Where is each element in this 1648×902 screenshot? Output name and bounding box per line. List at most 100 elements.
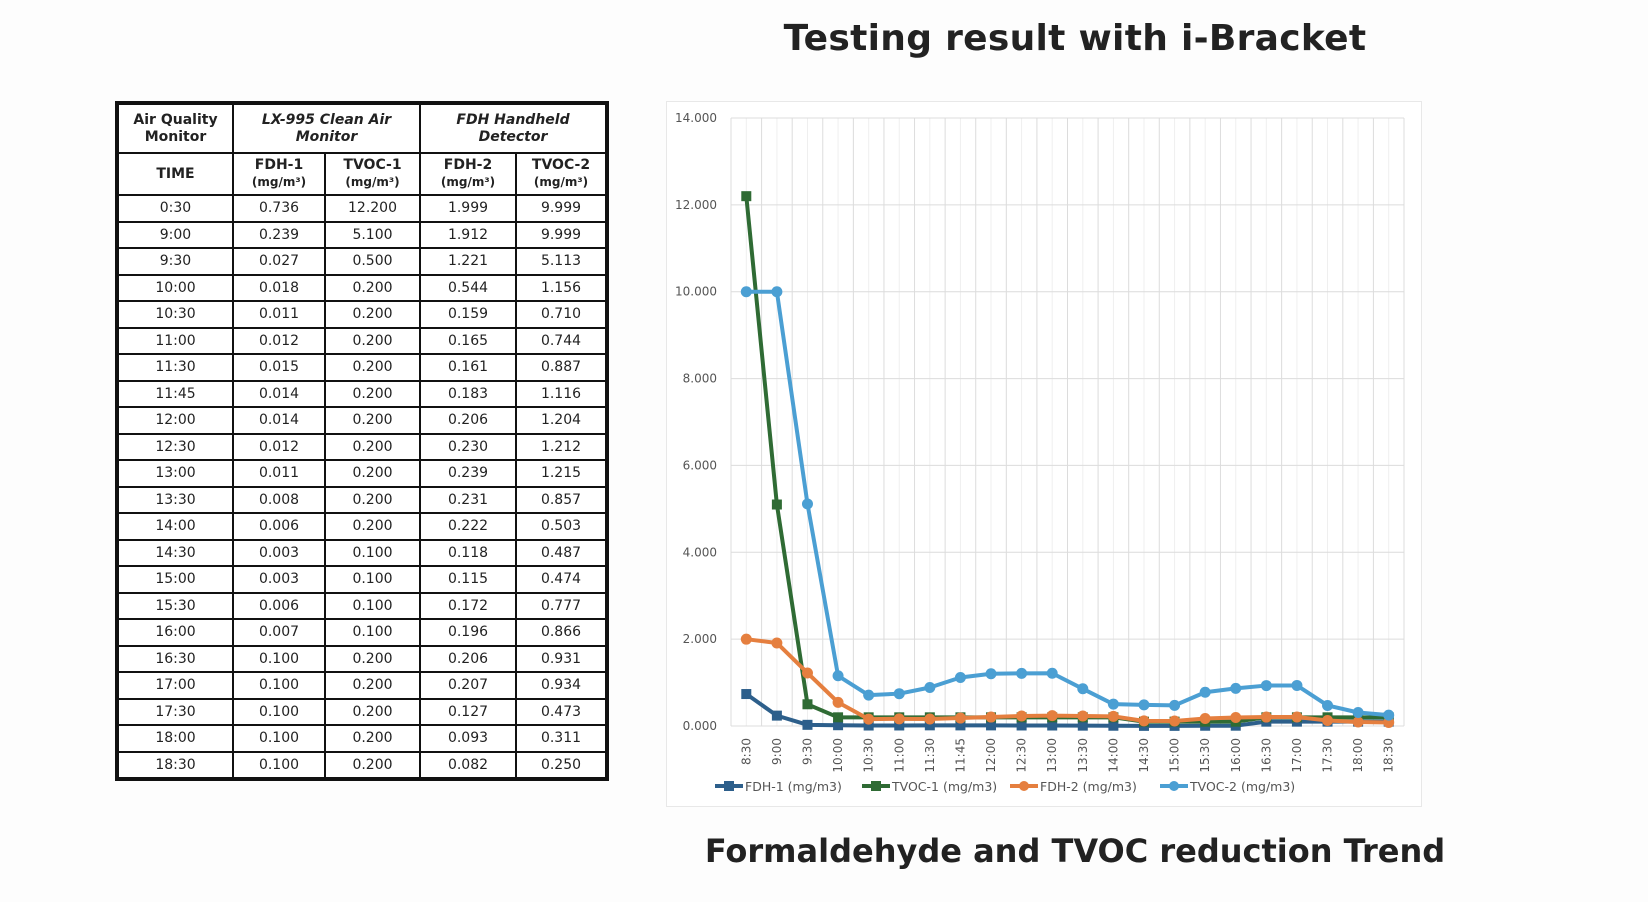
x-tick-label: 12:00 (984, 738, 998, 773)
x-tick-label: 14:00 (1106, 738, 1120, 773)
cell-tvoc2: 1.116 (515, 379, 608, 408)
x-tick-label: 15:00 (1168, 738, 1182, 773)
cell-fdh1: 0.008 (232, 485, 326, 514)
cell-fdh1: 0.011 (232, 459, 326, 488)
legend-marker (1019, 781, 1029, 791)
y-tick-label: 6.000 (683, 458, 717, 472)
cell-tvoc1: 0.200 (324, 750, 421, 780)
cell-time: 10:30 (116, 300, 234, 329)
cell-fdh2: 0.231 (419, 485, 517, 514)
x-tick-label: 17:00 (1290, 738, 1304, 773)
header-fdh2: FDH-2 (mg/m³) (419, 152, 517, 196)
cell-fdh1: 0.100 (232, 724, 326, 753)
cell-fdh1: 0.736 (232, 194, 326, 223)
data-point (1169, 699, 1181, 711)
cell-fdh2: 0.183 (419, 379, 517, 408)
cell-fdh1: 0.027 (232, 247, 326, 276)
header-tvoc2-unit: (mg/m³) (533, 175, 589, 189)
cell-tvoc1: 0.200 (324, 273, 421, 302)
cell-time: 15:30 (116, 591, 234, 620)
cell-fdh2: 0.159 (419, 300, 517, 329)
cell-tvoc2: 0.474 (515, 565, 608, 594)
x-tick-label: 10:30 (862, 738, 876, 773)
x-tick-label: 9:00 (770, 738, 784, 765)
y-tick-label: 4.000 (683, 545, 717, 559)
x-tick-label: 17:30 (1321, 738, 1335, 773)
table-row: 0:30 0.736 12.200 1.999 9.999 (116, 194, 608, 223)
data-point (1138, 699, 1150, 711)
cell-fdh1: 0.015 (232, 353, 326, 382)
cell-tvoc2: 0.503 (515, 512, 608, 541)
table-row: 14:30 0.003 0.100 0.118 0.487 (116, 538, 608, 567)
table-row: 18:30 0.100 0.200 0.082 0.250 (116, 750, 608, 780)
data-point (985, 711, 997, 723)
cell-tvoc2: 0.934 (515, 671, 608, 700)
cell-fdh1: 0.239 (232, 220, 326, 249)
series-line-3 (746, 637, 1389, 725)
data-point (741, 689, 752, 700)
table-header-row-1: Air Quality Monitor LX-995 Clean Air Mon… (116, 102, 608, 154)
cell-tvoc2: 1.156 (515, 273, 608, 302)
cell-tvoc2: 9.999 (515, 220, 608, 249)
cell-fdh2: 0.544 (419, 273, 517, 302)
data-point (1077, 720, 1088, 731)
table-row: 10:30 0.011 0.200 0.159 0.710 (116, 300, 608, 329)
table-row: 11:00 0.012 0.200 0.165 0.744 (116, 326, 608, 355)
data-point (1230, 682, 1242, 694)
table-row: 15:00 0.003 0.100 0.115 0.474 (116, 565, 608, 594)
table-row: 11:30 0.015 0.200 0.161 0.887 (116, 353, 608, 382)
cell-time: 0:30 (116, 194, 234, 223)
cell-time: 12:00 (116, 406, 234, 435)
series-line-4 (746, 289, 1389, 718)
cell-time: 15:00 (116, 565, 234, 594)
data-point (1107, 698, 1119, 710)
cell-time: 11:00 (116, 326, 234, 355)
data-point (1108, 720, 1119, 731)
x-tick-label: 11:45 (953, 738, 967, 773)
cell-fdh1: 0.006 (232, 591, 326, 620)
cell-tvoc2: 0.710 (515, 300, 608, 329)
cell-fdh2: 0.222 (419, 512, 517, 541)
cell-time: 13:00 (116, 459, 234, 488)
chart-container: 0.000 2.000 4.000 6.000 8.000 10.000 12.000 14.… (666, 101, 1422, 807)
data-point (1322, 699, 1334, 711)
data-point (801, 498, 813, 510)
cell-fdh2: 0.161 (419, 353, 517, 382)
header-fdh2-label: FDH-2 (443, 157, 493, 173)
table-row: 17:00 0.100 0.200 0.207 0.934 (116, 671, 608, 700)
cell-time: 14:00 (116, 512, 234, 541)
table-row: 15:30 0.006 0.100 0.172 0.777 (116, 591, 608, 620)
data-point (1291, 711, 1303, 723)
data-point (833, 712, 844, 723)
cell-fdh2: 0.127 (419, 697, 517, 726)
cell-fdh2: 0.196 (419, 618, 517, 647)
data-point (863, 713, 875, 725)
y-tick-label: 0.000 (683, 719, 717, 733)
data-point (1230, 711, 1242, 723)
cell-tvoc2: 1.204 (515, 406, 608, 435)
cell-fdh1: 0.100 (232, 697, 326, 726)
cell-tvoc1: 0.200 (324, 300, 421, 329)
data-point (986, 720, 997, 731)
header-time: TIME (116, 152, 234, 196)
data-point (954, 672, 966, 684)
table-row: 10:00 0.018 0.200 0.544 1.156 (116, 273, 608, 302)
cell-fdh1: 0.014 (232, 406, 326, 435)
data-point (1383, 709, 1395, 721)
header-lx995-monitor: LX-995 Clean Air Monitor (232, 102, 421, 154)
cell-fdh1: 0.003 (232, 565, 326, 594)
cell-tvoc2: 0.487 (515, 538, 608, 567)
x-tick-label: 15:30 (1198, 738, 1212, 773)
cell-time: 13:30 (116, 485, 234, 514)
cell-time: 17:00 (116, 671, 234, 700)
data-point (894, 720, 905, 731)
cell-fdh2: 0.206 (419, 406, 517, 435)
y-tick-label: 8.000 (683, 372, 717, 386)
x-tick-label: 8:30 (739, 738, 753, 765)
table-row: 12:00 0.014 0.200 0.206 1.204 (116, 406, 608, 435)
cell-fdh2: 1.221 (419, 247, 517, 276)
x-tick-label: 13:30 (1076, 738, 1090, 773)
header-air-quality-monitor: Air Quality Monitor (116, 102, 234, 154)
table-row: 9:30 0.027 0.500 1.221 5.113 (116, 247, 608, 276)
page-title: Testing result with i-Bracket (783, 18, 1367, 59)
